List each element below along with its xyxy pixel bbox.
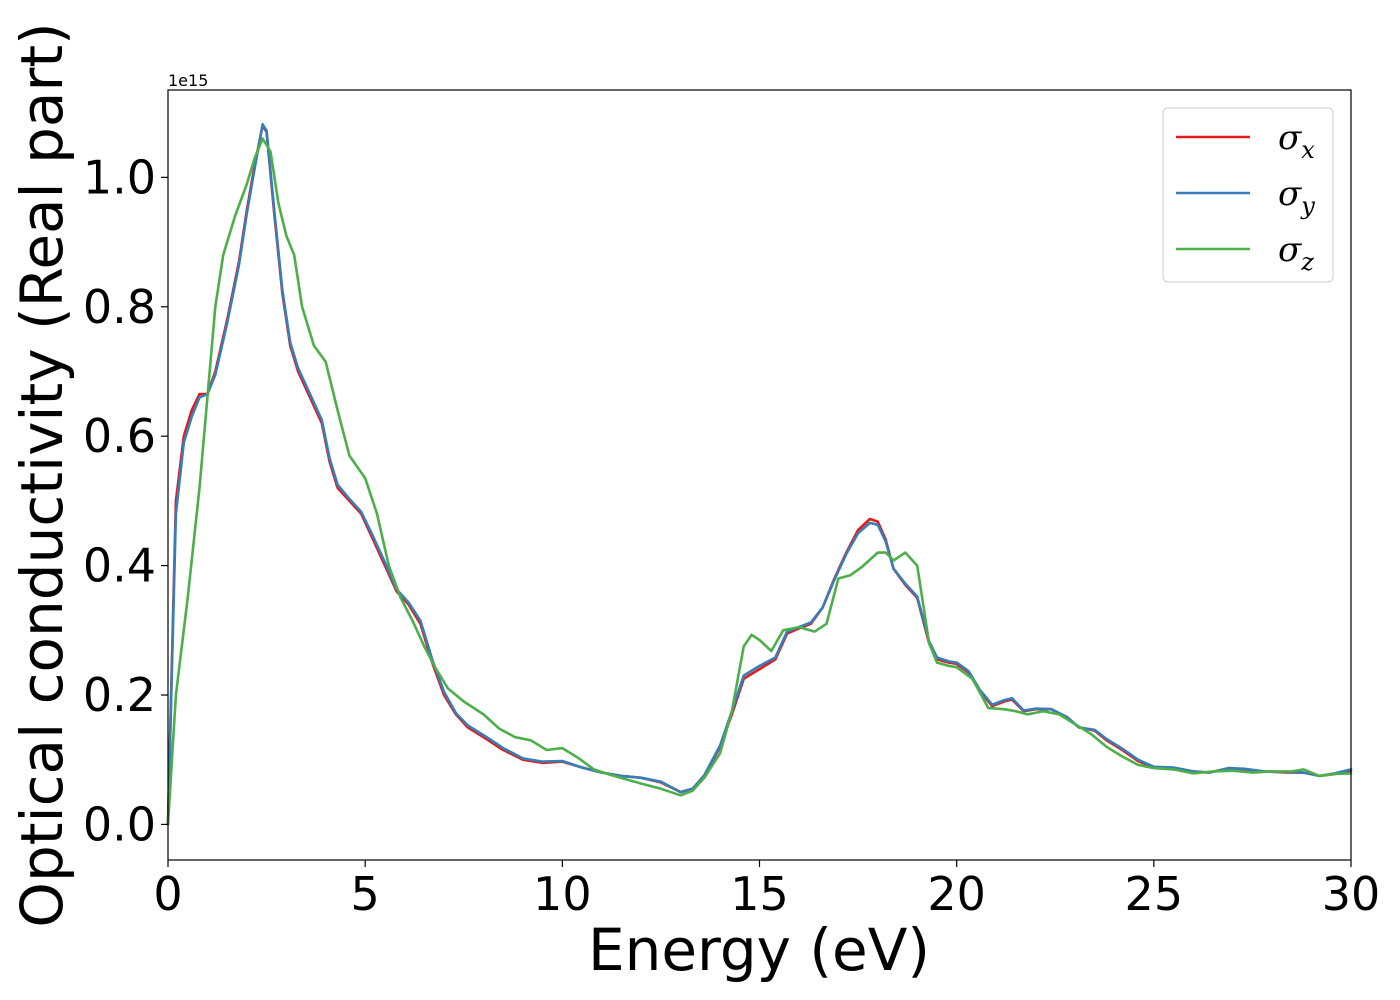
x-tick-label: 25 — [1125, 867, 1184, 921]
x-tick-label: 0 — [153, 867, 182, 921]
x-tick-label: 20 — [927, 867, 986, 921]
x-axis: 0 5 10 15 20 25 30 — [153, 860, 1380, 921]
y-tick-label: 0.8 — [83, 280, 156, 334]
y-tick-label: 0.0 — [83, 797, 156, 851]
x-tick-label: 5 — [351, 867, 380, 921]
legend-box — [1162, 107, 1334, 283]
y-tick-label: 0.4 — [83, 539, 156, 593]
y-tick-label: 1.0 — [83, 150, 156, 204]
legend-label-z: σz — [1278, 230, 1314, 276]
x-tick-label: 15 — [730, 867, 789, 921]
y-tick-label: 0.2 — [83, 668, 156, 722]
legend-label-x: σx — [1278, 118, 1315, 164]
y-axis: 0.0 0.2 0.4 0.6 0.8 1.0 — [83, 150, 168, 851]
y-axis-label: Optical conductivity (Real part) — [8, 22, 76, 927]
y-tick-label: 0.6 — [83, 409, 156, 463]
y-axis-offset-label: 1e15 — [168, 71, 208, 90]
legend: σx σy σz — [1162, 107, 1334, 283]
x-axis-label: Energy (eV) — [588, 916, 930, 984]
series-line-z — [166, 137, 1353, 826]
x-tick-label: 30 — [1322, 867, 1381, 921]
legend-label-y: σy — [1278, 174, 1315, 220]
series-layer — [166, 123, 1353, 826]
x-tick-label: 10 — [533, 867, 592, 921]
